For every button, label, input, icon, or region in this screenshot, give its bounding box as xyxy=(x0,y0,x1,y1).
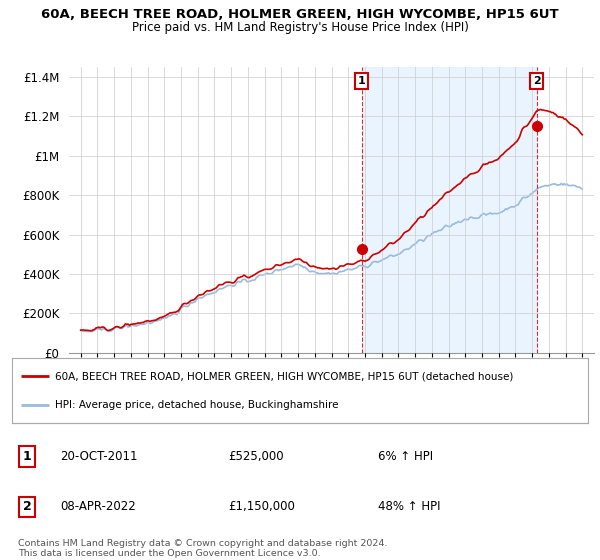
Text: 2: 2 xyxy=(23,500,31,514)
Text: £525,000: £525,000 xyxy=(228,450,284,463)
Text: 60A, BEECH TREE ROAD, HOLMER GREEN, HIGH WYCOMBE, HP15 6UT (detached house): 60A, BEECH TREE ROAD, HOLMER GREEN, HIGH… xyxy=(55,371,514,381)
Text: 48% ↑ HPI: 48% ↑ HPI xyxy=(378,500,440,514)
Text: £1,150,000: £1,150,000 xyxy=(228,500,295,514)
Text: 20-OCT-2011: 20-OCT-2011 xyxy=(60,450,137,463)
Text: 6% ↑ HPI: 6% ↑ HPI xyxy=(378,450,433,463)
Text: 08-APR-2022: 08-APR-2022 xyxy=(60,500,136,514)
Text: 60A, BEECH TREE ROAD, HOLMER GREEN, HIGH WYCOMBE, HP15 6UT: 60A, BEECH TREE ROAD, HOLMER GREEN, HIGH… xyxy=(41,8,559,21)
Text: HPI: Average price, detached house, Buckinghamshire: HPI: Average price, detached house, Buck… xyxy=(55,400,338,410)
Text: Price paid vs. HM Land Registry's House Price Index (HPI): Price paid vs. HM Land Registry's House … xyxy=(131,21,469,34)
Text: This data is licensed under the Open Government Licence v3.0.: This data is licensed under the Open Gov… xyxy=(18,549,320,558)
Text: 2: 2 xyxy=(533,76,541,86)
Text: 1: 1 xyxy=(358,76,365,86)
Text: 1: 1 xyxy=(23,450,31,463)
Text: Contains HM Land Registry data © Crown copyright and database right 2024.: Contains HM Land Registry data © Crown c… xyxy=(18,539,388,548)
Bar xyxy=(362,67,536,353)
